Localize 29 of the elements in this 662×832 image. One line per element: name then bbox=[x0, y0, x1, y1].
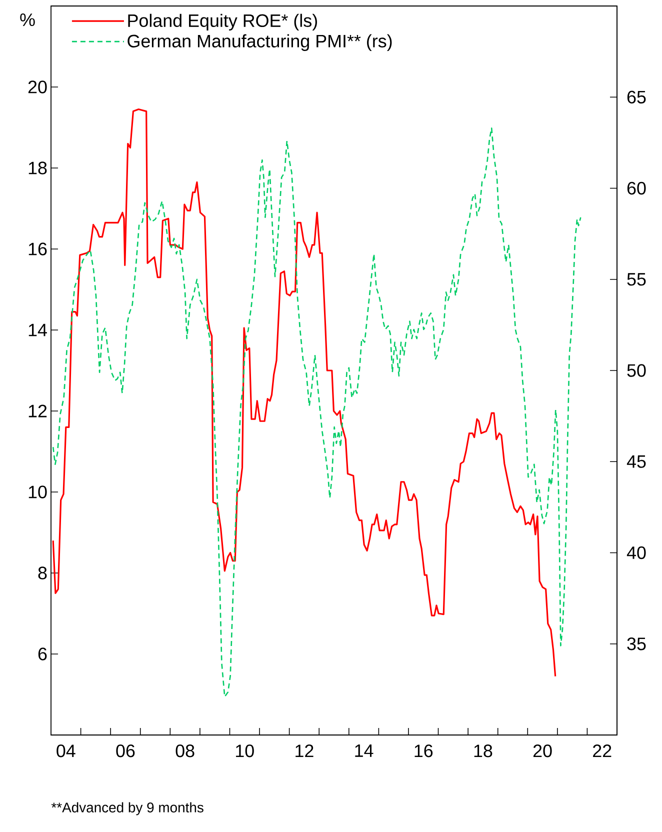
legend-label: Poland Equity ROE* (ls) bbox=[128, 14, 317, 31]
text: **Advanced by 9 months bbox=[51, 802, 204, 816]
y-tick-label: 12 bbox=[28, 404, 47, 418]
x-tick-label: 08 bbox=[176, 744, 194, 758]
y-tick-label: 20 bbox=[28, 80, 47, 94]
y2-tick-label: 65 bbox=[627, 90, 646, 104]
y-tick-label: 6 bbox=[38, 648, 47, 660]
y-tick-label: 18 bbox=[28, 162, 47, 174]
x-tick-label: 04 bbox=[56, 744, 76, 758]
x-tick-label: 12 bbox=[296, 744, 314, 758]
y2-tick-label: 55 bbox=[627, 273, 646, 286]
y2-tick-label: 35 bbox=[627, 638, 646, 650]
x-tick-label: 06 bbox=[116, 744, 135, 758]
y2-tick-label: 50 bbox=[627, 364, 646, 377]
y-tick-label: 10 bbox=[28, 486, 47, 498]
x-tick-label: 16 bbox=[414, 744, 433, 758]
y2-tick-label: 45 bbox=[626, 455, 646, 468]
y2-tick-label: 60 bbox=[627, 182, 646, 195]
y-tick-label: 14 bbox=[28, 324, 47, 336]
y-tick-label: 16 bbox=[28, 242, 47, 256]
x-tick-label: 22 bbox=[593, 744, 612, 758]
y-tick-label: 8 bbox=[38, 566, 47, 580]
x-tick-label: 20 bbox=[533, 744, 552, 758]
y-axis-title: % bbox=[20, 14, 35, 26]
x-tick-label: 14 bbox=[355, 744, 374, 757]
y2-tick-label: 40 bbox=[626, 546, 646, 560]
legend-label: German Manufacturing PMI** (rs) bbox=[128, 34, 392, 52]
x-tick-label: 18 bbox=[474, 744, 492, 758]
x-tick-label: 10 bbox=[236, 744, 254, 758]
